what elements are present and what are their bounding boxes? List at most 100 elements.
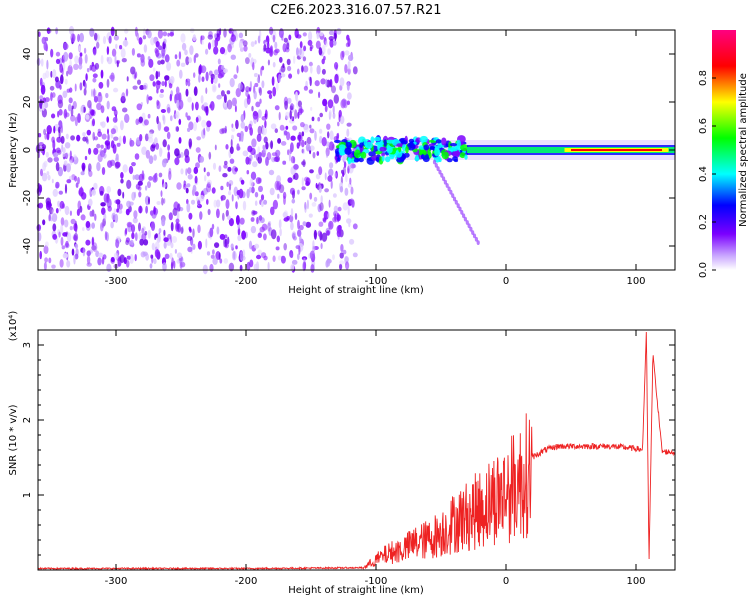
spectrogram-signal-cell (344, 147, 352, 155)
spectrogram-cell (315, 40, 321, 49)
spectrogram-cell (302, 221, 307, 227)
spectrogram-cell (228, 190, 232, 196)
spectrogram-cell (205, 238, 208, 249)
spectrogram-cell (202, 264, 208, 275)
spectrogram-cell (120, 120, 124, 131)
spectrogram-cell (140, 59, 146, 67)
spectrogram-cell (88, 163, 92, 172)
spectrogram-cell (162, 183, 167, 188)
spectrogram-cell (313, 196, 318, 202)
spectrogram-cell (309, 76, 312, 87)
spectrogram-cell (289, 105, 294, 111)
spectrogram-cell (144, 185, 148, 191)
spectrogram-cell (333, 205, 339, 213)
spectrogram-cell (309, 169, 314, 174)
spectrogram-cell (118, 203, 123, 210)
spectrogram-cell (138, 37, 143, 45)
spectrogram-cell (226, 237, 230, 245)
spectrogram-cell (222, 212, 225, 221)
spectrogram-cell (75, 248, 79, 257)
spectrogram-cell (199, 156, 205, 163)
spectrogram-cell (319, 202, 324, 212)
spectrogram-cell (125, 88, 129, 97)
spectrogram-cell (193, 54, 196, 64)
y-tick-label: 0 (22, 147, 33, 153)
spectrogram-cell (136, 103, 143, 111)
spectrogram-cell (246, 188, 250, 199)
spectrogram-cell (189, 45, 194, 56)
spectrogram-cell (73, 235, 78, 241)
spectrogram-cell (212, 162, 217, 170)
spectrogram-cell (121, 58, 127, 63)
spectrogram-cell (251, 105, 254, 112)
spectrogram-cell (308, 31, 313, 41)
spectrogram-cell (66, 163, 71, 173)
spectrogram-cell (195, 101, 199, 111)
spectrogram-cell (238, 32, 244, 39)
spectrogram-cell (197, 200, 201, 206)
spectrogram-cell (332, 105, 335, 115)
spectrogram-cell (268, 93, 273, 100)
spectrogram-cell (128, 165, 134, 175)
spectrogram-cell (191, 102, 194, 111)
spectrogram-cell (91, 88, 93, 97)
spectrogram-cell (162, 139, 167, 148)
spectrogram-cell (92, 118, 95, 127)
spectrogram-cell (73, 63, 79, 70)
spectrogram-cell (265, 156, 269, 166)
spectrogram-cell (287, 65, 292, 72)
spectrogram-cell (107, 133, 110, 142)
spectrogram-cell (237, 82, 243, 90)
spectrogram-cell (227, 215, 231, 220)
spectrogram-cell (293, 164, 299, 170)
spectrogram-cell (53, 152, 59, 158)
spectrogram-cell (63, 51, 69, 62)
spectrogram-cell (219, 258, 223, 264)
spectrogram-cell (206, 179, 212, 186)
spectrogram-cell (241, 230, 247, 240)
spectrogram-cell (229, 146, 234, 155)
spectrogram-cell (346, 122, 352, 127)
spectrogram-cell (60, 135, 65, 144)
spectrogram-cell (245, 86, 250, 93)
spectrogram-cell (317, 230, 322, 237)
spectrogram-cell (176, 153, 182, 159)
spectrogram-cell (156, 201, 161, 205)
spectrogram-cell (42, 219, 46, 226)
spectrogram-cell (301, 131, 305, 137)
spectrogram-cell (100, 121, 104, 126)
spectrogram-cell (175, 218, 180, 224)
spectrogram-cell (62, 253, 69, 259)
spectrogram-cell (328, 199, 331, 208)
spectrogram-cell (228, 28, 232, 34)
spectrogram-cell (143, 239, 149, 246)
spectrogram-cell (136, 53, 141, 58)
spectrogram-cell (115, 161, 121, 168)
spectrogram-cell (228, 183, 232, 191)
spectrogram-cell (81, 192, 87, 200)
spectrogram-tail-cell (447, 186, 451, 192)
spectrogram-cell (79, 52, 83, 57)
spectrogram-cell (151, 242, 155, 251)
spectrogram-cell (230, 138, 233, 148)
y-tick-label: 2 (22, 417, 33, 423)
spectrogram-cell (192, 243, 196, 250)
spectrogram-cell (254, 200, 258, 206)
spectrogram-signal-cell (370, 136, 375, 144)
spectrogram-cell (52, 139, 56, 150)
spectrogram-cell (60, 236, 64, 246)
spectrogram-cell (256, 133, 262, 142)
spectrogram-cell (163, 237, 169, 243)
spectrogram-cell (249, 178, 254, 188)
spectrogram-cell (112, 116, 118, 123)
spectrogram-cell (147, 132, 154, 139)
spectrogram-cell (288, 152, 291, 162)
spectrogram-cell (166, 107, 171, 114)
spectrogram-cell (319, 112, 324, 118)
spectrogram-cell (184, 49, 188, 56)
colorbar-tick-label: 0.8 (698, 70, 709, 86)
spectrogram-cell (334, 33, 337, 42)
spectrogram-cell (155, 172, 158, 178)
spectrogram-cell (333, 40, 337, 46)
spectrogram-cell (114, 199, 120, 204)
